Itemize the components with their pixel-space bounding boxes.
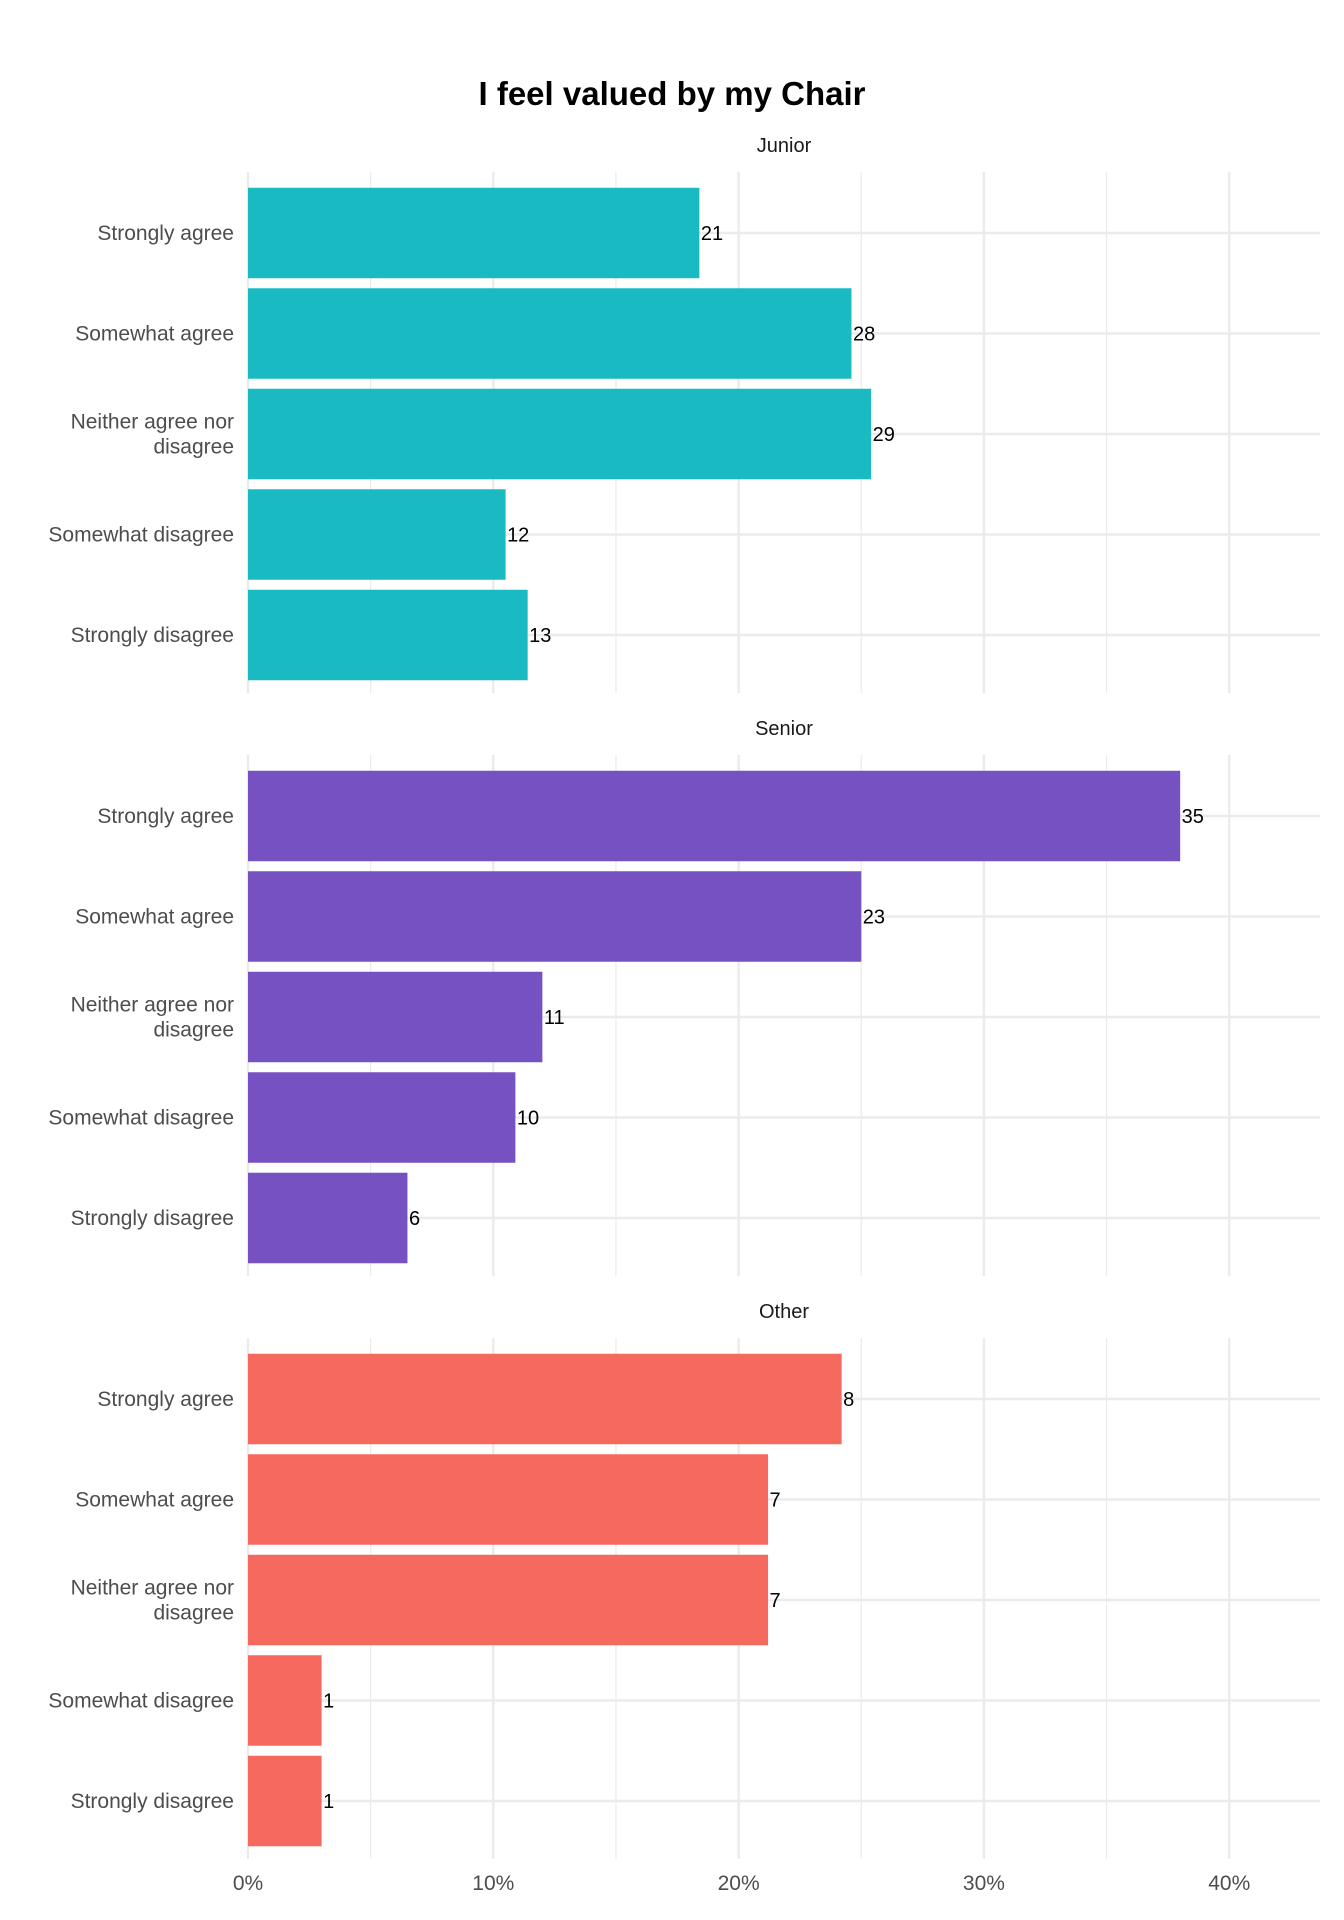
category-label: Neither agree nordisagree (71, 994, 234, 1042)
category-label: Somewhat agree (75, 1489, 234, 1512)
value-label: 11 (544, 1007, 565, 1029)
chart-title: I feel valued by my Chair (479, 75, 866, 112)
bar (248, 288, 851, 379)
x-tick-label: 40% (1208, 1872, 1250, 1895)
x-axis: 0% 10% 20% 30% 40% (233, 1872, 1250, 1895)
value-label: 8 (843, 1389, 854, 1411)
category-label: Strongly disagree (71, 624, 234, 647)
bar (248, 1454, 768, 1545)
value-label: 13 (529, 625, 551, 647)
value-label: 1 (323, 1691, 334, 1713)
bar (248, 1173, 407, 1264)
category-label: Somewhat disagree (48, 524, 234, 547)
bar (248, 188, 699, 279)
bar (248, 771, 1180, 862)
category-label: Strongly agree (97, 805, 234, 828)
facet-senior: Senior 35 Strongly agree 23 Somewhat agree 11… (48, 718, 1320, 1276)
bar (248, 972, 542, 1063)
x-tick-label: 20% (718, 1872, 760, 1895)
category-label: Somewhat agree (75, 906, 234, 929)
facet-other: Other 8 Strongly agree 7 Somewhat agree 7 Neit… (48, 1301, 1320, 1859)
value-label: 6 (409, 1208, 420, 1230)
bar (248, 1072, 515, 1163)
category-label: Neither agree nordisagree (71, 1577, 234, 1625)
x-tick-label: 0% (233, 1872, 263, 1895)
value-label: 28 (853, 324, 875, 346)
bar (248, 1655, 322, 1746)
category-label: Strongly disagree (71, 1207, 234, 1230)
facet-label: Senior (755, 718, 813, 740)
value-label: 12 (507, 525, 529, 547)
value-label: 1 (323, 1791, 334, 1813)
facet-label: Other (759, 1301, 809, 1323)
category-label: Somewhat disagree (48, 1690, 234, 1713)
value-label: 21 (701, 223, 723, 245)
category-label: Neither agree nordisagree (71, 411, 234, 459)
value-label: 29 (873, 424, 895, 446)
facet-label: Junior (757, 135, 812, 157)
value-label: 7 (770, 1490, 781, 1512)
facet-junior: Junior 21 Strongly agree 28 Somewhat agree 29… (48, 135, 1320, 693)
x-tick-label: 30% (963, 1872, 1005, 1895)
value-label: 7 (770, 1590, 781, 1612)
bar (248, 871, 861, 962)
bar (248, 389, 871, 480)
bar (248, 1555, 768, 1646)
bar-chart: I feel valued by my Chair Junior 21 Strong… (0, 0, 1344, 1920)
value-label: 35 (1182, 806, 1204, 828)
bar (248, 590, 528, 681)
x-tick-label: 10% (472, 1872, 514, 1895)
category-label: Strongly agree (97, 222, 234, 245)
facet-panels: Junior 21 Strongly agree 28 Somewhat agree 29… (48, 135, 1320, 1859)
bar (248, 1354, 842, 1445)
category-label: Somewhat disagree (48, 1107, 234, 1130)
bar (248, 489, 506, 580)
value-label: 23 (863, 907, 885, 929)
value-label: 10 (517, 1108, 539, 1130)
bar (248, 1756, 322, 1847)
category-label: Strongly disagree (71, 1790, 234, 1813)
category-label: Strongly agree (97, 1388, 234, 1411)
category-label: Somewhat agree (75, 323, 234, 346)
